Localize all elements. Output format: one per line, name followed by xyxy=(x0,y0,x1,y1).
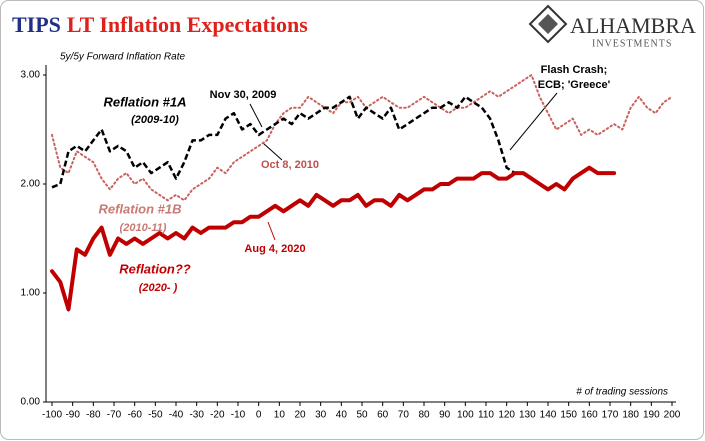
logo-icon xyxy=(538,14,558,34)
x-tick-label: -10 xyxy=(231,410,246,421)
arrow xyxy=(249,103,263,128)
x-tick-label: 40 xyxy=(336,410,348,421)
series-line xyxy=(51,74,673,202)
x-tick-label: 140 xyxy=(540,410,557,421)
x-tick-label: 130 xyxy=(519,410,536,421)
x-tick-label: 110 xyxy=(478,410,494,421)
x-tick-label: 190 xyxy=(643,410,660,421)
x-tick-label: -90 xyxy=(65,410,80,421)
logo-icon xyxy=(528,4,568,44)
annotation: (2009-10) xyxy=(131,114,179,126)
annotation: ECB; 'Greece' xyxy=(538,79,611,91)
annotation: Reflation #1B xyxy=(98,201,181,216)
arrow xyxy=(509,92,558,151)
x-tick-label: 170 xyxy=(602,410,619,421)
x-tick-label: 70 xyxy=(398,410,410,421)
x-tick-label: 50 xyxy=(356,410,368,421)
y-tick-label: 1.00 xyxy=(21,288,41,299)
subtitle: 5y/5y Forward Inflation Rate xyxy=(60,52,185,63)
x-tick-label: 120 xyxy=(498,410,515,421)
y-tick-label: 3.00 xyxy=(21,70,41,81)
x-tick-label: -70 xyxy=(107,410,122,421)
x-tick-label: 20 xyxy=(294,410,306,421)
x-tick-label: -80 xyxy=(86,410,101,421)
x-tick-label: 160 xyxy=(581,410,598,421)
x-axis-label: # of trading sessions xyxy=(576,387,668,398)
logo-sub: INVESTMENTS xyxy=(592,38,672,49)
x-tick-label: 90 xyxy=(439,410,451,421)
annotation: (2020- ) xyxy=(139,282,178,294)
x-tick-label: -100 xyxy=(42,410,62,421)
logo-name: ALHAMBRA xyxy=(570,13,696,38)
x-tick-label: -60 xyxy=(127,410,142,421)
annotation: Reflation #1A xyxy=(103,94,186,109)
y-tick-label: 0.00 xyxy=(21,397,41,408)
y-tick-label: 2.00 xyxy=(21,179,41,190)
x-tick-label: 0 xyxy=(256,410,262,421)
x-tick-label: 100 xyxy=(457,410,474,421)
series-line xyxy=(50,165,617,312)
annotation: Oct 8, 2010 xyxy=(261,159,319,171)
logo: ALHAMBRA INVESTMENTS xyxy=(528,4,696,49)
chart-title: TIPS LT Inflation Expectations xyxy=(12,12,308,37)
x-tick-label: -50 xyxy=(148,410,163,421)
x-tick-label: 150 xyxy=(560,410,577,421)
arrow xyxy=(262,142,283,161)
annotation: Aug 4, 2020 xyxy=(244,243,305,255)
x-tick-label: -20 xyxy=(210,410,225,421)
arrows xyxy=(249,92,558,241)
annotation: Nov 30, 2009 xyxy=(210,89,277,101)
x-tick-label: 60 xyxy=(377,410,389,421)
series-line xyxy=(51,95,516,189)
annotation: Reflation?? xyxy=(119,261,191,276)
annotation: Flash Crash; xyxy=(541,64,608,76)
x-tick-label: -40 xyxy=(169,410,184,421)
x-tick-label: 180 xyxy=(622,410,639,421)
x-tick-label: 200 xyxy=(664,410,681,421)
title-prefix: TIPS xyxy=(12,12,61,37)
x-tick-label: 10 xyxy=(274,410,286,421)
annotation: (2010-11) xyxy=(120,222,167,234)
title-main: LT Inflation Expectations xyxy=(67,12,308,37)
x-tick-label: -30 xyxy=(189,410,204,421)
arrow xyxy=(267,221,276,241)
x-tick-label: 30 xyxy=(315,410,327,421)
x-tick-label: 80 xyxy=(418,410,430,421)
